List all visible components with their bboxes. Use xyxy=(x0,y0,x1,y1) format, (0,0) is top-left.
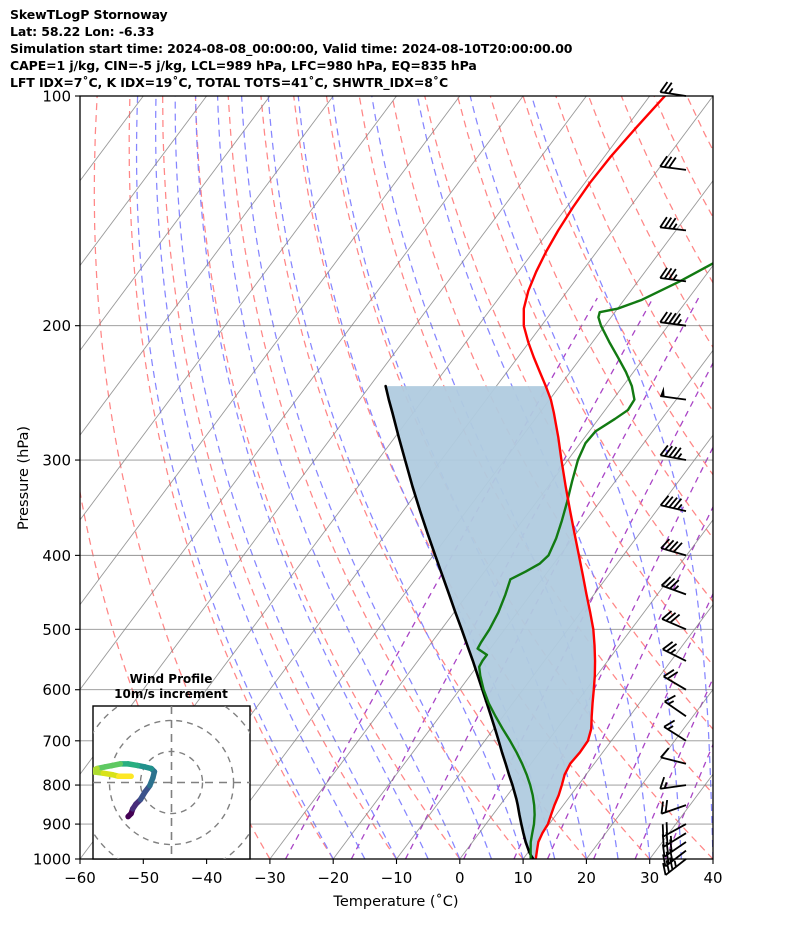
y-axis-label: Pressure (hPa) xyxy=(16,426,32,530)
title-station: SkewTLogP Stornoway xyxy=(10,7,168,22)
y-tick-label: 400 xyxy=(42,547,71,565)
x-tick-label: −10 xyxy=(381,869,413,887)
sounding-curves xyxy=(384,96,713,859)
wind-profile-inset: Wind Profile 10m/s increment xyxy=(92,672,251,860)
title-times: Simulation start time: 2024-08-08_00:00:… xyxy=(10,41,573,56)
x-tick-label: −60 xyxy=(64,869,96,887)
y-tick-label: 800 xyxy=(42,777,71,795)
y-tick-label: 100 xyxy=(42,88,71,106)
wind-profile-title: Wind Profile xyxy=(130,672,213,686)
x-tick-label: −40 xyxy=(191,869,223,887)
y-tick-label: 700 xyxy=(42,732,71,750)
x-tick-label: 30 xyxy=(640,869,659,887)
y-tick-label: 200 xyxy=(42,317,71,335)
title-coordinates: Lat: 58.22 Lon: -6.33 xyxy=(10,24,155,39)
y-tick-label: 1000 xyxy=(33,851,71,869)
y-axis: 1000 900 800 700 600 500 400 300 200 100 xyxy=(33,88,80,869)
x-tick-label: 0 xyxy=(455,869,465,887)
x-axis: −60 −50 −40 −30 −20 −10 0 10 20 30 40 xyxy=(64,859,723,887)
hodograph-grid xyxy=(93,706,250,859)
x-tick-label: −30 xyxy=(254,869,286,887)
x-tick-label: 40 xyxy=(703,869,722,887)
y-tick-label: 900 xyxy=(42,816,71,834)
x-tick-label: 10 xyxy=(514,869,533,887)
title-cape-indices: CAPE=1 j/kg, CIN=-5 j/kg, LCL=989 hPa, L… xyxy=(10,58,477,73)
isobar-lines xyxy=(80,96,713,859)
cape-shading xyxy=(385,386,596,859)
x-axis-label: Temperature (˚C) xyxy=(332,893,458,910)
wind-barbs xyxy=(659,81,687,876)
x-tick-label: −50 xyxy=(127,869,159,887)
x-tick-label: −20 xyxy=(317,869,349,887)
wind-profile-subtitle: 10m/s increment xyxy=(114,687,228,701)
x-tick-label: 20 xyxy=(577,869,596,887)
y-tick-label: 300 xyxy=(42,452,71,470)
y-tick-label: 600 xyxy=(42,681,71,699)
y-tick-label: 500 xyxy=(42,621,71,639)
hodograph-trace xyxy=(93,761,158,820)
title-stability-indices: LFT IDX=7˚C, K IDX=19˚C, TOTAL TOTS=41˚C… xyxy=(10,75,449,90)
